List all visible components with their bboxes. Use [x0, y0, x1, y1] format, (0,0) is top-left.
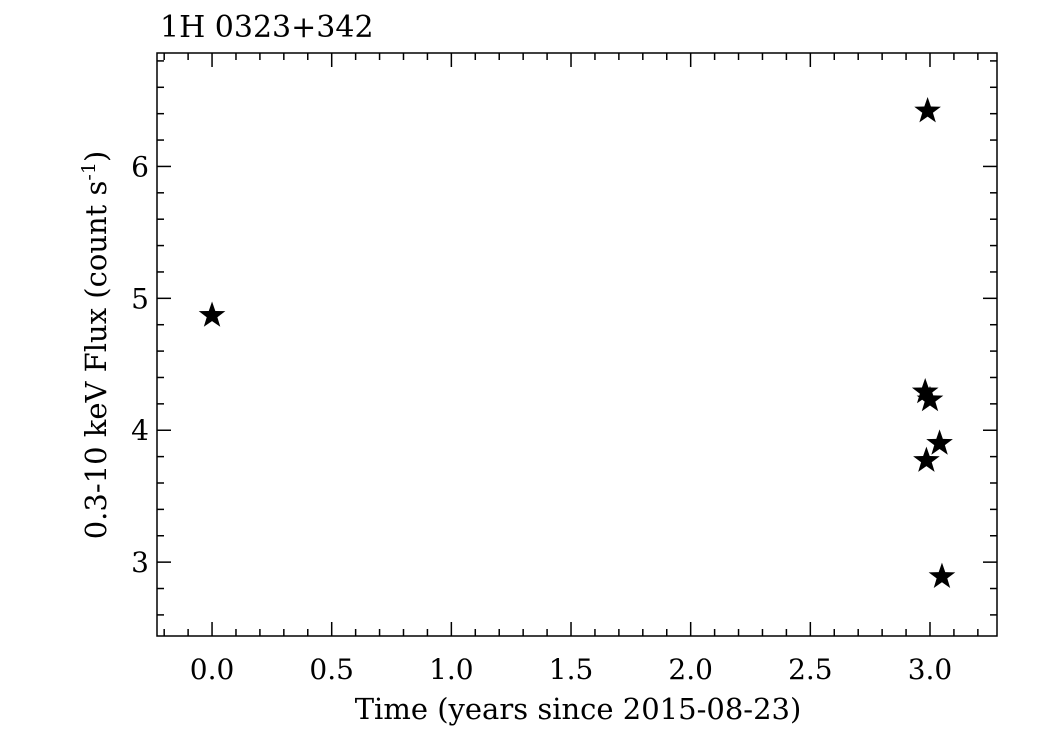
data-point-star	[911, 377, 939, 404]
y-tick-label: 4	[131, 414, 149, 447]
y-axis-title-superscript: -1	[78, 162, 100, 181]
y-axis-title: 0.3-10 keV Flux (count s-1)	[78, 151, 113, 540]
data-point-star	[928, 562, 956, 588]
x-tick-label: 0.0	[190, 653, 235, 686]
y-tick-label: 5	[131, 282, 149, 315]
data-point-star	[913, 446, 940, 472]
x-axis-title: Time (years since 2015-08-23)	[355, 692, 802, 726]
x-tick-label: 3.0	[908, 653, 953, 686]
data-point-star	[198, 301, 226, 327]
data-point-star	[914, 97, 941, 123]
data-point-star	[916, 385, 944, 412]
x-tick-label: 2.5	[788, 653, 833, 686]
y-axis-title-main: 0.3-10 keV Flux (count s	[79, 181, 113, 540]
y-tick-label: 6	[131, 150, 149, 183]
plot-frame	[156, 52, 998, 637]
y-axis-title-suffix: )	[79, 151, 113, 162]
chart-title: 1H 0323+342	[160, 10, 374, 45]
x-tick-label: 1.0	[429, 653, 474, 686]
y-tick-label: 3	[131, 546, 149, 579]
x-tick-label: 0.5	[309, 653, 354, 686]
data-point-star	[926, 429, 953, 455]
x-tick-label: 1.5	[549, 653, 594, 686]
x-tick-label: 2.0	[668, 653, 713, 686]
